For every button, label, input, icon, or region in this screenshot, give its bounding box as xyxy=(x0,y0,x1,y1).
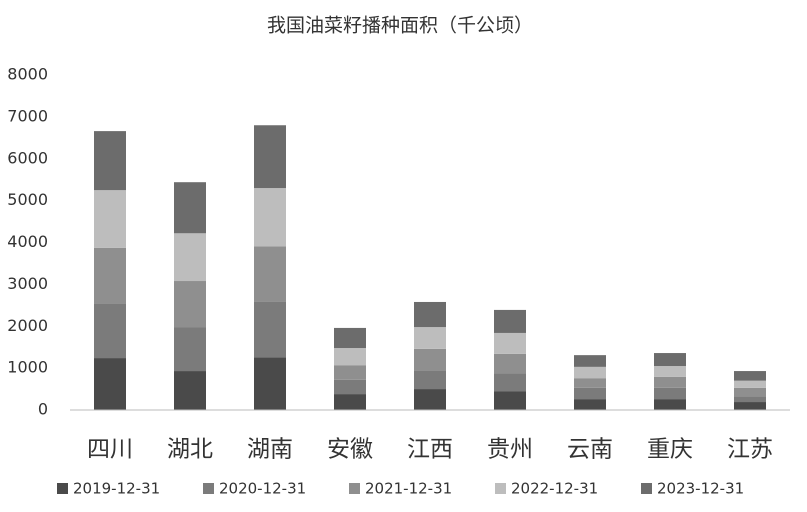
bar-segment xyxy=(574,387,606,400)
bar-segment xyxy=(334,365,366,380)
bar-segment xyxy=(494,332,526,354)
bar-segment xyxy=(494,309,526,333)
bar-segment xyxy=(174,233,206,282)
legend-label: 2019-12-31 xyxy=(73,480,160,498)
bar-segment xyxy=(734,396,766,403)
y-tick-label: 1000 xyxy=(7,358,48,377)
legend-label: 2022-12-31 xyxy=(511,480,598,498)
bar-segment xyxy=(654,376,686,388)
bar-segment xyxy=(94,247,126,304)
bar-segment xyxy=(414,370,446,390)
bar-segment xyxy=(414,389,446,410)
bar-segment xyxy=(734,371,766,381)
bar-segment xyxy=(734,402,766,410)
x-tick-label: 重庆 xyxy=(647,437,693,463)
bar-segment xyxy=(334,394,366,410)
bar-segment xyxy=(94,131,126,191)
y-tick-label: 6000 xyxy=(7,148,48,167)
legend-marker xyxy=(495,483,506,494)
bar-segment xyxy=(174,182,206,234)
legend-label: 2023-12-31 xyxy=(657,480,744,498)
bar-segment xyxy=(414,348,446,371)
x-tick-label: 云南 xyxy=(567,437,613,463)
x-tick-label: 四川 xyxy=(87,437,133,463)
bar-segment xyxy=(654,387,686,400)
bar-segment xyxy=(654,399,686,410)
bar-segment xyxy=(494,391,526,410)
chart-title: 我国油菜籽播种面积（千公顷） xyxy=(267,15,533,37)
legend-marker xyxy=(349,483,360,494)
legend-label: 2021-12-31 xyxy=(365,480,452,498)
bar-segment xyxy=(574,399,606,410)
bar-segment xyxy=(174,371,206,410)
bar-segment xyxy=(654,366,686,377)
bar-segment xyxy=(94,303,126,359)
bar-segment xyxy=(494,373,526,392)
bar-segment xyxy=(734,380,766,388)
bar-segment xyxy=(174,281,206,328)
bar-segment xyxy=(254,125,286,189)
y-tick-label: 3000 xyxy=(7,274,48,293)
bar-segment xyxy=(174,327,206,372)
legend-label: 2020-12-31 xyxy=(219,480,306,498)
x-tick-label: 安徽 xyxy=(327,437,373,463)
bar-segment xyxy=(574,378,606,388)
bar-segment xyxy=(574,366,606,379)
x-tick-label: 湖南 xyxy=(247,437,293,463)
bar-segment xyxy=(734,387,766,397)
bar-segment xyxy=(334,348,366,366)
y-tick-label: 7000 xyxy=(7,106,48,125)
x-tick-label: 江西 xyxy=(407,437,453,463)
x-tick-label: 江苏 xyxy=(727,437,773,463)
bar-segment xyxy=(494,353,526,374)
bar-segment xyxy=(94,190,126,248)
legend-marker xyxy=(57,483,68,494)
y-tick-label: 8000 xyxy=(7,65,48,84)
bar-segment xyxy=(94,358,126,410)
x-tick-label: 贵州 xyxy=(487,437,533,463)
legend-marker xyxy=(641,483,652,494)
bar-segment xyxy=(334,379,366,395)
bar-segment xyxy=(254,246,286,302)
bar-segment xyxy=(254,188,286,247)
bar-segment xyxy=(654,353,686,367)
bar-segment xyxy=(254,357,286,410)
x-tick-label: 湖北 xyxy=(167,437,213,463)
bar-segment xyxy=(334,327,366,349)
bar-segment xyxy=(414,327,446,349)
y-tick-label: 4000 xyxy=(7,232,48,251)
legend-marker xyxy=(203,483,214,494)
y-tick-label: 0 xyxy=(38,400,48,419)
bar-segment xyxy=(414,301,446,328)
bar-segment xyxy=(574,355,606,367)
bar-segment xyxy=(254,301,286,358)
y-tick-label: 5000 xyxy=(7,190,48,209)
y-tick-label: 2000 xyxy=(7,316,48,335)
